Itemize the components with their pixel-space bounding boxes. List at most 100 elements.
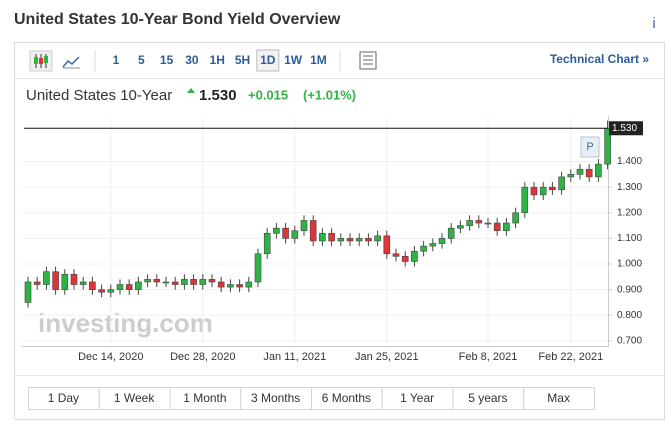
quote-change-percent: (+1.01%) [303, 87, 356, 102]
candle-body [89, 281, 96, 290]
interval-button[interactable]: 1 [113, 53, 120, 67]
candle-body [282, 227, 289, 239]
x-tick-label: Jan 11, 2021 [263, 351, 326, 363]
candle-body [24, 281, 32, 303]
y-tick-label: 1.400 [617, 156, 642, 167]
interval-button[interactable]: 30 [185, 53, 199, 67]
candle-body [401, 256, 409, 262]
range-button[interactable]: 1 Year [400, 391, 434, 405]
candle-body [503, 222, 510, 232]
candle-body [116, 284, 124, 290]
candle-body [217, 281, 225, 288]
candle-body [484, 222, 492, 225]
up-arrow [187, 88, 195, 93]
candle-body [539, 186, 547, 196]
candle-body [273, 227, 280, 234]
candle-body [33, 281, 41, 285]
candle-body [245, 281, 253, 288]
range-button[interactable]: Max [547, 391, 570, 405]
candle-body [208, 279, 216, 283]
marker-box[interactable] [580, 136, 600, 158]
candle-body [79, 281, 87, 285]
y-tick-label: 1.100 [617, 233, 642, 244]
candle-body [135, 281, 142, 290]
x-tick-label: Feb 22, 2021 [538, 351, 603, 363]
candle-body [52, 271, 59, 290]
interval-button[interactable]: 1D [260, 53, 276, 67]
candle-body [181, 279, 188, 285]
candle-body [291, 230, 299, 239]
interval-button[interactable]: 15 [160, 53, 174, 67]
candle-body [144, 279, 151, 283]
candle-body [328, 232, 335, 242]
candle-body [374, 235, 381, 242]
candle-body [493, 222, 501, 232]
candle-body [475, 220, 483, 224]
candle-body [521, 186, 529, 214]
last-price-box [609, 121, 643, 136]
candle-body [171, 281, 179, 285]
interval-button[interactable]: 5H [235, 53, 250, 67]
last-price-label: 1.530 [612, 123, 637, 134]
candle-body [567, 174, 575, 178]
candle-body [254, 253, 262, 283]
range-button[interactable]: 1 Day [48, 391, 79, 405]
candle-body [429, 243, 437, 247]
candle-body [438, 238, 446, 244]
candle-body [227, 284, 234, 288]
candle-body [420, 245, 427, 252]
x-tick-label: Jan 25, 2021 [355, 351, 419, 363]
candle-body [263, 232, 271, 255]
marker-label[interactable]: P [586, 141, 593, 153]
candle-body [162, 281, 170, 284]
candle-body [153, 279, 161, 283]
info-button[interactable]: i [652, 15, 655, 32]
y-tick-label: 1.000 [617, 259, 642, 270]
candle-body [457, 225, 464, 229]
candle-body [98, 289, 105, 293]
interval-button[interactable]: 1M [310, 53, 327, 67]
interval-button[interactable]: 1W [284, 53, 303, 67]
y-tick-label: 1.300 [617, 182, 642, 193]
candle-body [595, 163, 602, 178]
candle-body [337, 238, 345, 242]
interval-selected [256, 49, 280, 72]
x-tick-label: Dec 28, 2020 [170, 351, 235, 363]
candle-body [558, 176, 565, 191]
info-button-bg [644, 9, 664, 37]
candle-body [549, 186, 556, 191]
watermark: investing.com [38, 308, 213, 338]
candle-body [309, 220, 317, 242]
interval-button[interactable]: 5 [138, 53, 145, 67]
widget-title: United States 10-Year Bond Yield Overvie… [14, 11, 341, 28]
range-button[interactable]: 1 Week [114, 391, 155, 405]
range-button[interactable]: 6 Months [322, 391, 371, 405]
quote-change: +0.015 [248, 87, 288, 102]
candle-body [392, 253, 400, 257]
candle-body [190, 279, 197, 285]
candle-body [346, 238, 354, 242]
candle-body [447, 227, 455, 239]
range-button[interactable]: 3 Months [251, 391, 300, 405]
candle-icon[interactable] [29, 50, 53, 72]
candle-body [107, 289, 115, 293]
range-button[interactable]: 5 years [468, 391, 507, 405]
technical-chart-link[interactable]: Technical Chart » [550, 52, 649, 66]
interval-button[interactable]: 1H [210, 53, 225, 67]
range-button[interactable]: 1 Month [183, 391, 226, 405]
widget-frame [14, 42, 665, 420]
candle-body [199, 279, 207, 285]
candle-body [466, 220, 473, 226]
quote-name: United States 10-Year [26, 87, 172, 104]
x-tick-label: Feb 8, 2021 [459, 351, 518, 363]
line-icon[interactable] [62, 56, 80, 69]
candle-body [355, 238, 363, 242]
candle-body [411, 250, 418, 262]
y-tick-label: 0.800 [617, 310, 642, 321]
candle-body [319, 232, 326, 242]
settings-icon[interactable] [359, 51, 377, 70]
range-button-bg[interactable] [523, 387, 595, 410]
candle-body [43, 271, 50, 285]
